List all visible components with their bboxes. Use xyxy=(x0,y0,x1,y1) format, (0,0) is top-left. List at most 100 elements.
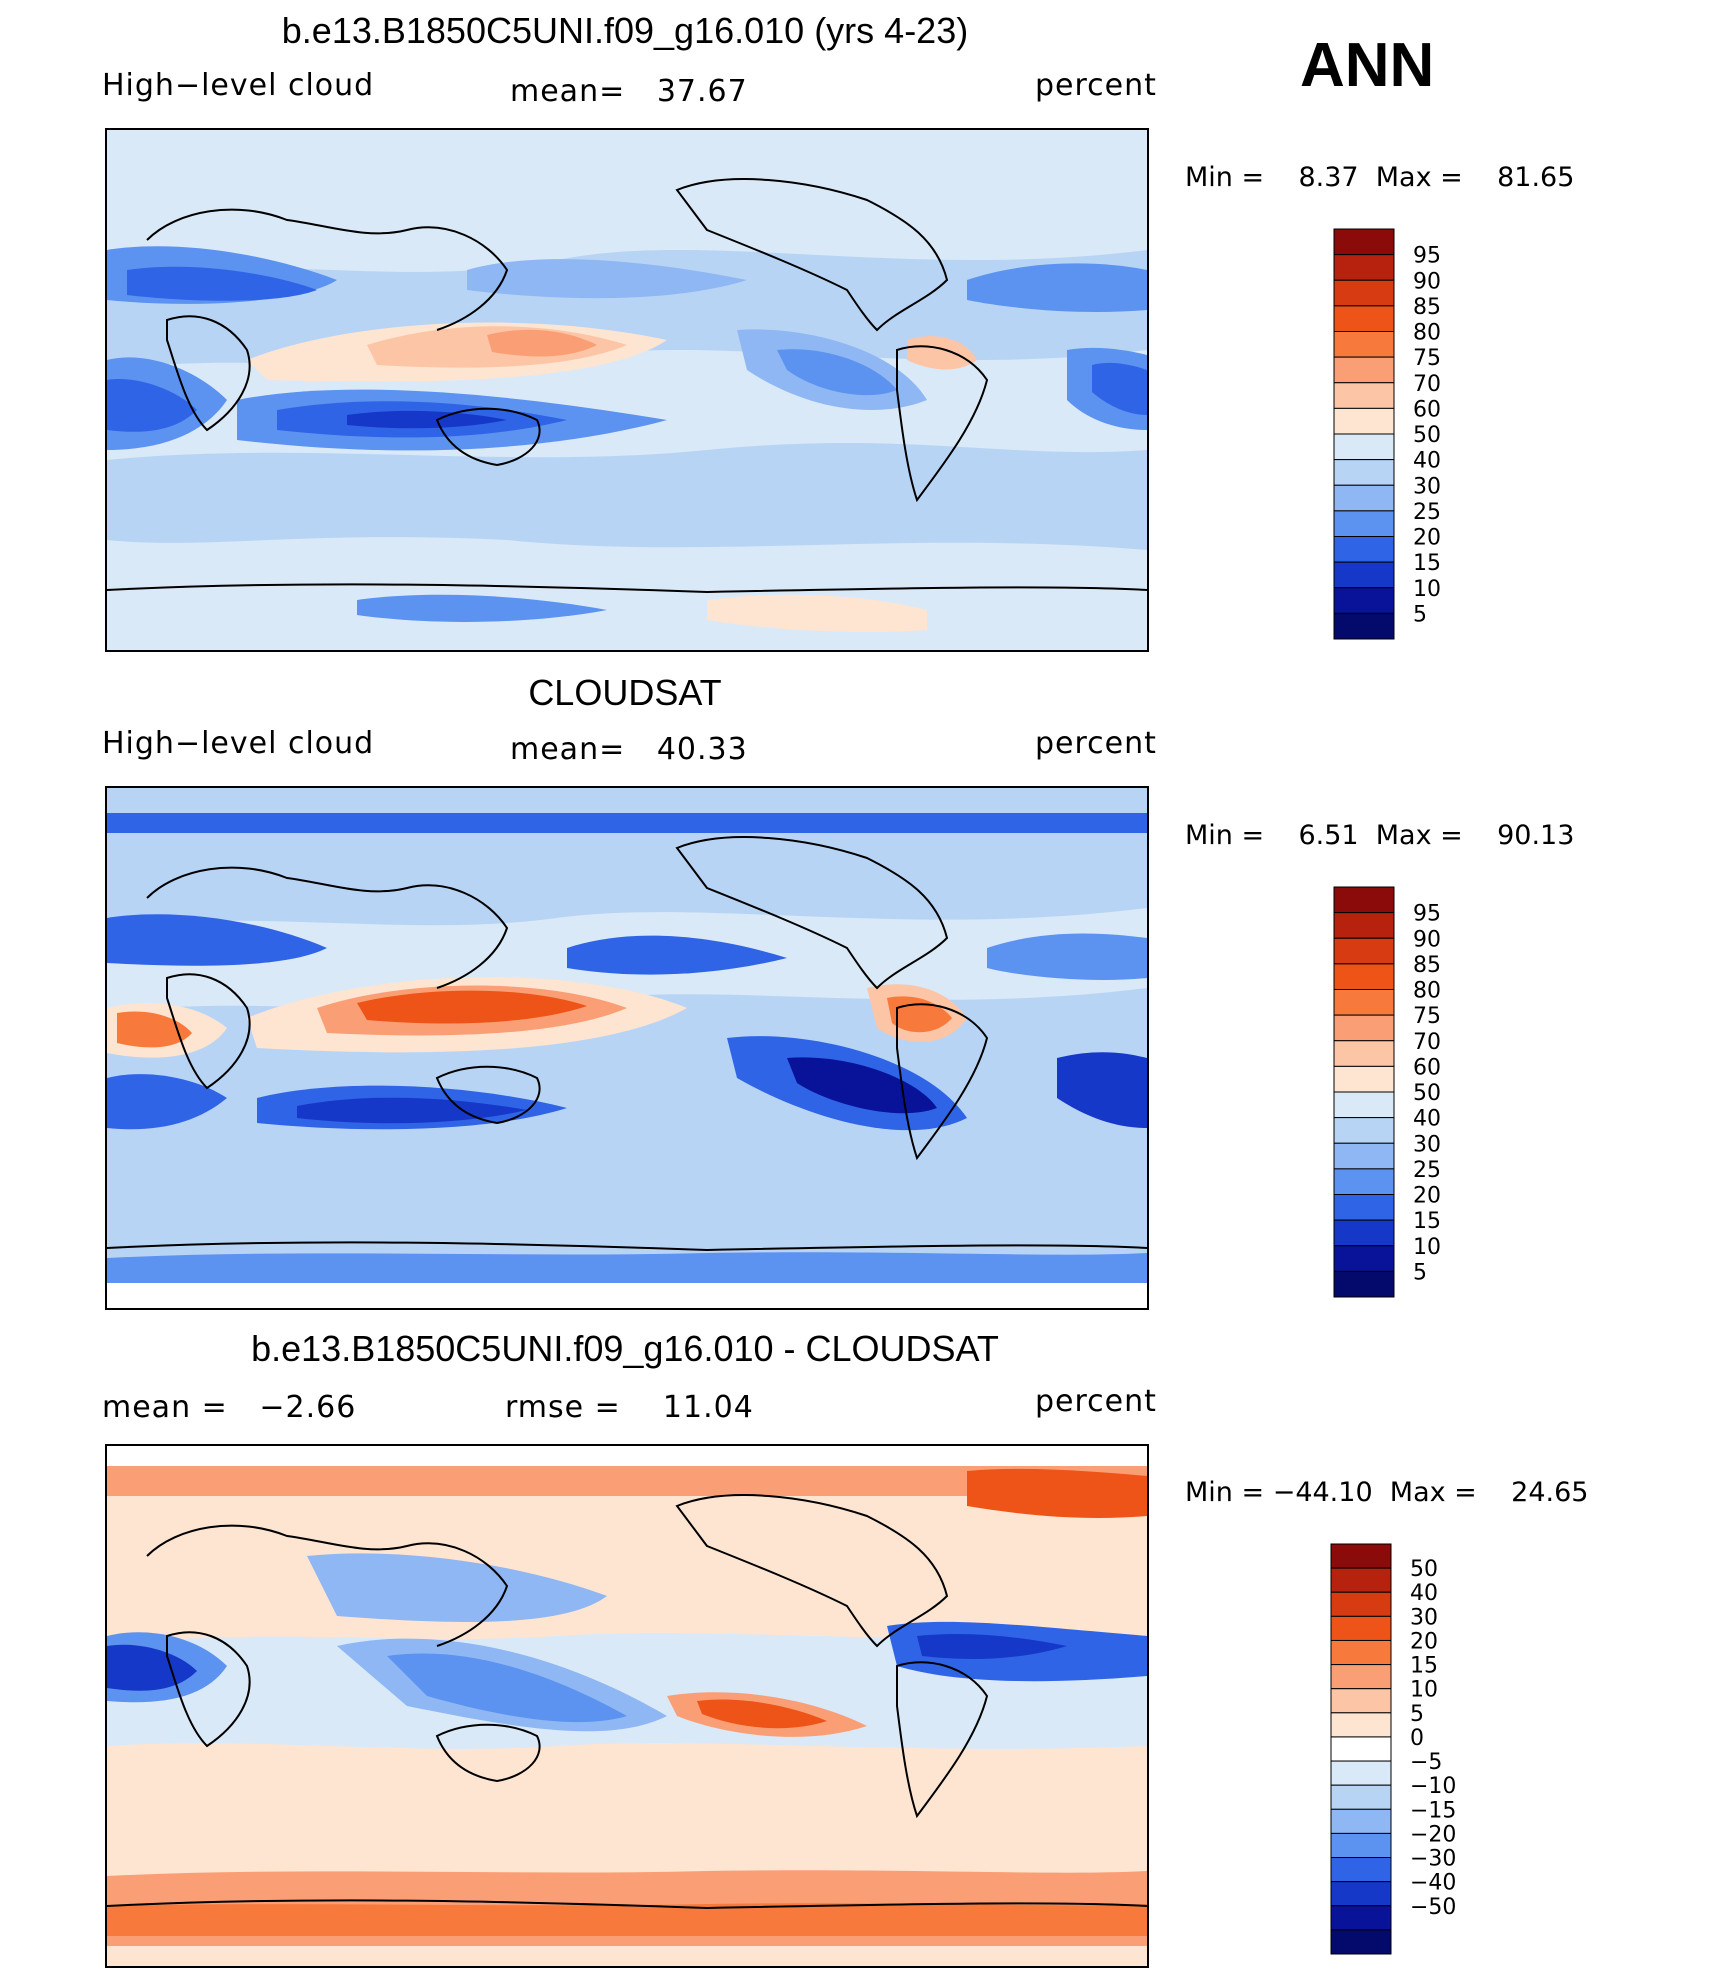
colorbar-swatch xyxy=(1333,407,1395,435)
panel3-title: b.e13.B1850C5UNI.f09_g16.010 - CLOUDSAT xyxy=(251,1328,999,1369)
colorbar-tick-label: 95 xyxy=(1413,902,1441,927)
panel3-colorbar: 50 40 30 20 15 10 5 0 −5 −10 −15 −20 −30 −40 −50 xyxy=(1330,1543,1530,1962)
panel3-rmse-label: rmse = 11.04 xyxy=(505,1390,754,1425)
colorbar-swatch xyxy=(1333,1142,1395,1170)
colorbar-swatch xyxy=(1333,561,1395,589)
colorbar-swatch xyxy=(1333,612,1395,640)
colorbar-tick-label: 40 xyxy=(1413,449,1441,474)
colorbar-tick-label: 10 xyxy=(1413,1235,1441,1260)
colorbar-tick-label: 25 xyxy=(1413,1158,1441,1183)
colorbar-swatch xyxy=(1330,1905,1392,1931)
panel1-colorbar: 95 90 85 80 75 70 60 50 40 30 25 20 15 10 5 xyxy=(1333,228,1533,647)
colorbar-swatch xyxy=(1333,1117,1395,1144)
colorbar-tick-label: 95 xyxy=(1413,244,1441,269)
colorbar-tick-label: 50 xyxy=(1410,1557,1438,1582)
colorbar-swatch xyxy=(1330,1808,1392,1834)
colorbar-swatch xyxy=(1333,1270,1395,1298)
colorbar-swatch xyxy=(1333,1065,1395,1093)
colorbar-tick-label: 60 xyxy=(1413,397,1441,422)
panel1-title: b.e13.B1850C5UNI.f09_g16.010 (yrs 4-23) xyxy=(281,10,969,51)
panel2-units-label: percent xyxy=(1035,726,1157,761)
panel3-map-svg xyxy=(107,1446,1147,1966)
colorbar-tick-label: 5 xyxy=(1413,1260,1427,1285)
colorbar-tick-label: 20 xyxy=(1413,1184,1441,1209)
colorbar-swatch xyxy=(1333,279,1395,307)
colorbar-swatch xyxy=(1330,1784,1392,1810)
panel2-minmax: Min = 6.51 Max = 90.13 xyxy=(1185,820,1575,851)
colorbar-tick-label: 90 xyxy=(1413,927,1441,952)
colorbar-tick-label: 25 xyxy=(1413,500,1441,525)
colorbar-swatch xyxy=(1333,484,1395,512)
panel2-map-svg xyxy=(107,788,1147,1308)
panel1-map-svg xyxy=(107,130,1147,650)
colorbar-swatch xyxy=(1333,912,1395,939)
colorbar-swatch xyxy=(1333,254,1395,281)
colorbar-swatch xyxy=(1330,1567,1392,1593)
colorbar-tick-label: 60 xyxy=(1413,1055,1441,1080)
colorbar-tick-label: −40 xyxy=(1410,1871,1456,1896)
panel3-mean-label: mean = −2.66 xyxy=(102,1390,357,1425)
panel2-title: CLOUDSAT xyxy=(528,672,722,713)
colorbar-tick-label: 80 xyxy=(1413,979,1441,1004)
panel1-minmax: Min = 8.37 Max = 81.65 xyxy=(1185,162,1575,193)
colorbar-swatch xyxy=(1330,1881,1392,1907)
panel2-mean-label: mean= 40.33 xyxy=(510,732,748,767)
colorbar-tick-label: 5 xyxy=(1410,1702,1424,1727)
colorbar-swatch xyxy=(1333,382,1395,409)
colorbar-swatch xyxy=(1333,1219,1395,1247)
colorbar-swatch xyxy=(1330,1712,1392,1738)
colorbar-tick-label: 75 xyxy=(1413,1004,1441,1029)
colorbar-tick-label: 85 xyxy=(1413,295,1441,320)
colorbar-tick-label: 70 xyxy=(1413,1030,1441,1055)
colorbar-swatch xyxy=(1333,331,1395,358)
colorbar-tick-label: 50 xyxy=(1413,1081,1441,1106)
panel2-variable-label: High−level cloud xyxy=(102,726,375,761)
colorbar-swatch xyxy=(1330,1639,1392,1666)
colorbar-swatch xyxy=(1333,886,1395,914)
colorbar-swatch xyxy=(1330,1760,1392,1786)
colorbar-swatch xyxy=(1330,1929,1392,1955)
panel1-units-label: percent xyxy=(1035,68,1157,103)
colorbar-tick-label: −5 xyxy=(1410,1750,1442,1775)
colorbar-swatch xyxy=(1333,1091,1395,1119)
panel2-map xyxy=(105,786,1149,1310)
colorbar-swatch xyxy=(1333,1245,1395,1272)
colorbar-tick-label: 75 xyxy=(1413,346,1441,371)
colorbar-tick-label: 85 xyxy=(1413,953,1441,978)
colorbar-swatch xyxy=(1333,1168,1395,1195)
colorbar-tick-label: −30 xyxy=(1410,1847,1456,1872)
colorbar-swatch xyxy=(1333,1014,1395,1042)
colorbar-swatch xyxy=(1333,937,1395,965)
colorbar-swatch xyxy=(1333,433,1395,461)
panel1-variable-label: High−level cloud xyxy=(102,68,375,103)
panel1-mean-label: mean= 37.67 xyxy=(510,74,748,109)
colorbar-tick-label: 70 xyxy=(1413,372,1441,397)
colorbar-tick-label: 10 xyxy=(1410,1678,1438,1703)
colorbar-tick-label: 15 xyxy=(1413,1209,1441,1234)
colorbar-tick-label: 30 xyxy=(1413,1132,1441,1157)
colorbar-swatch xyxy=(1333,989,1395,1016)
colorbar-swatch xyxy=(1333,536,1395,563)
colorbar-tick-label: 30 xyxy=(1413,474,1441,499)
colorbar-tick-label: 80 xyxy=(1413,321,1441,346)
colorbar-swatch xyxy=(1330,1832,1392,1859)
colorbar-swatch xyxy=(1330,1664,1392,1690)
colorbar-swatch xyxy=(1330,1736,1392,1762)
colorbar-tick-label: 5 xyxy=(1413,602,1427,627)
colorbar-swatch xyxy=(1330,1615,1392,1641)
colorbar-swatch xyxy=(1333,228,1395,256)
colorbar-swatch xyxy=(1333,510,1395,537)
colorbar-tick-label: 15 xyxy=(1413,551,1441,576)
colorbar-swatch xyxy=(1330,1543,1392,1569)
colorbar-swatch xyxy=(1330,1857,1392,1883)
colorbar-swatch xyxy=(1333,356,1395,384)
colorbar-tick-label: 15 xyxy=(1410,1654,1438,1679)
panel3-minmax: Min = −44.10 Max = 24.65 xyxy=(1185,1477,1589,1508)
panel2-colorbar: 95 90 85 80 75 70 60 50 40 30 25 20 15 10 5 xyxy=(1333,886,1533,1305)
colorbar-swatch xyxy=(1330,1591,1392,1617)
colorbar-tick-label: −20 xyxy=(1410,1822,1456,1847)
colorbar-swatch xyxy=(1333,1194,1395,1221)
